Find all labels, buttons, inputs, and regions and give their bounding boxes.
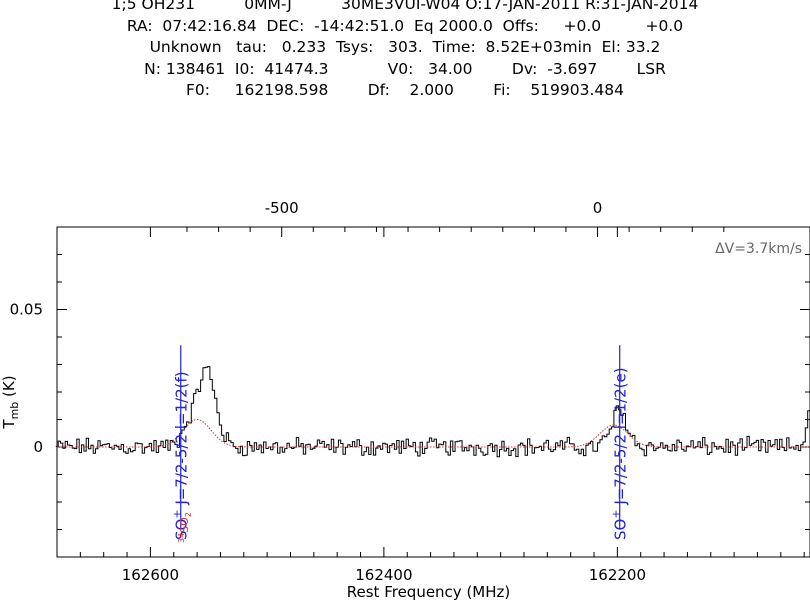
y-tick-label: 0 [33, 438, 43, 456]
fit-line [57, 418, 810, 448]
header-line-5: F0: 162198.598 Df: 2.000 Fi: 519903.484 [186, 81, 624, 99]
spectrum-line [55, 366, 810, 458]
delta-v-annotation: ΔV=3.7km/s [715, 241, 802, 257]
header-line-3: Unknown tau: 0.233 Tsys: 303. Time: 8.52… [149, 38, 661, 56]
top-tick-label: -500 [265, 199, 299, 217]
plot-frame [56, 226, 810, 558]
y-axis-label: Tmb (K) [0, 375, 21, 429]
header-line-4: N: 138461 I0: 41474.3 V0: 34.00 Dv: -3.6… [144, 60, 666, 78]
x-tick-label: 162200 [589, 566, 646, 584]
header-line-1: 1;5 OH231 0MM-J 30ME3VUI-W04 O:17-JAN-20… [111, 0, 699, 13]
observation-header: 1;5 OH231 0MM-J 30ME3VUI-W04 O:17-JAN-20… [0, 0, 810, 110]
so2-34-label: 34SO2 [177, 512, 193, 543]
so-plus-label: SO+ J=7/2-5/2 l=1/2(f) [171, 371, 191, 540]
x-tick-label: 162600 [122, 566, 179, 584]
x-tick-label: 162400 [355, 566, 412, 584]
so-plus-label: SO+ J=7/2-5/2 l=1/2(e) [610, 367, 630, 540]
x-axis-label: Rest Frequency (MHz) [347, 583, 511, 601]
top-tick-label: 0 [593, 199, 603, 217]
y-tick-label: 0.05 [10, 301, 43, 319]
header-line-2: RA: 07:42:16.84 DEC: -14:42:51.0 Eq 2000… [126, 17, 684, 35]
